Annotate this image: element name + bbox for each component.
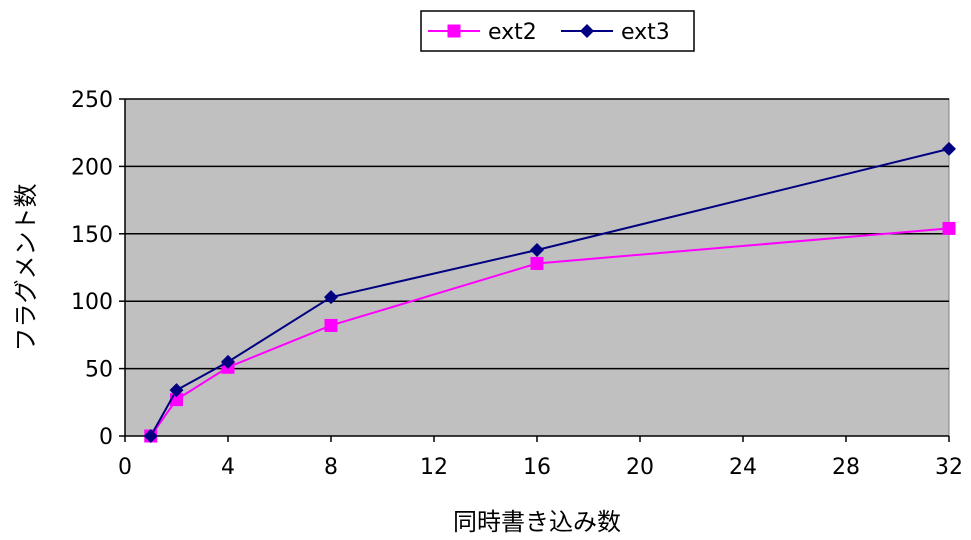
legend-marker-ext2 — [447, 24, 461, 38]
tick-labels: 0 50 100 150 200 250 0 4 8 12 16 20 24 28 32 — [71, 88, 963, 480]
x-tick-label-20: 20 — [626, 455, 654, 480]
x-tick-label-0: 0 — [118, 455, 132, 480]
y-tick-label-250: 250 — [71, 88, 113, 113]
x-tick-label-32: 32 — [935, 455, 963, 480]
data-point-ext3-16 — [530, 242, 544, 257]
x-tick-label-28: 28 — [832, 455, 860, 480]
legend-entry-ext3: ext3 — [561, 20, 670, 45]
data-point-ext2-32 — [942, 221, 956, 235]
x-tick-label-12: 12 — [420, 455, 448, 480]
x-tick-label-4: 4 — [221, 455, 235, 480]
legend-marker-ext3 — [580, 24, 594, 38]
y-tick-label-150: 150 — [71, 223, 113, 248]
grid-lines — [125, 98, 949, 370]
legend-label-ext2: ext2 — [488, 20, 537, 45]
series-ext3 — [143, 141, 956, 443]
series-line-ext3 — [149, 147, 950, 437]
legend: ext2 ext3 — [420, 10, 695, 52]
data-point-ext3-1 — [143, 429, 158, 443]
data-point-ext3-2 — [169, 383, 184, 398]
data-point-ext3-32 — [942, 141, 956, 156]
x-tick-label-16: 16 — [523, 455, 551, 480]
y-tick-label-50: 50 — [85, 358, 113, 383]
axes — [119, 98, 950, 442]
x-axis-label: 同時書き込み数 — [453, 508, 621, 536]
series — [143, 141, 956, 443]
y-tick-label-0: 0 — [99, 425, 113, 450]
y-axis-label: フラグメント数 — [12, 184, 40, 352]
legend-entry-ext2: ext2 — [428, 20, 537, 45]
data-point-ext2-8 — [324, 318, 338, 332]
x-tick-label-24: 24 — [729, 455, 757, 480]
data-point-ext2-16 — [530, 256, 544, 270]
data-point-ext3-4 — [221, 354, 235, 369]
legend-label-ext3: ext3 — [621, 20, 670, 45]
y-tick-label-100: 100 — [71, 290, 113, 315]
data-point-ext3-8 — [324, 290, 338, 305]
x-tick-label-8: 8 — [324, 455, 338, 480]
y-tick-label-200: 200 — [71, 155, 113, 180]
